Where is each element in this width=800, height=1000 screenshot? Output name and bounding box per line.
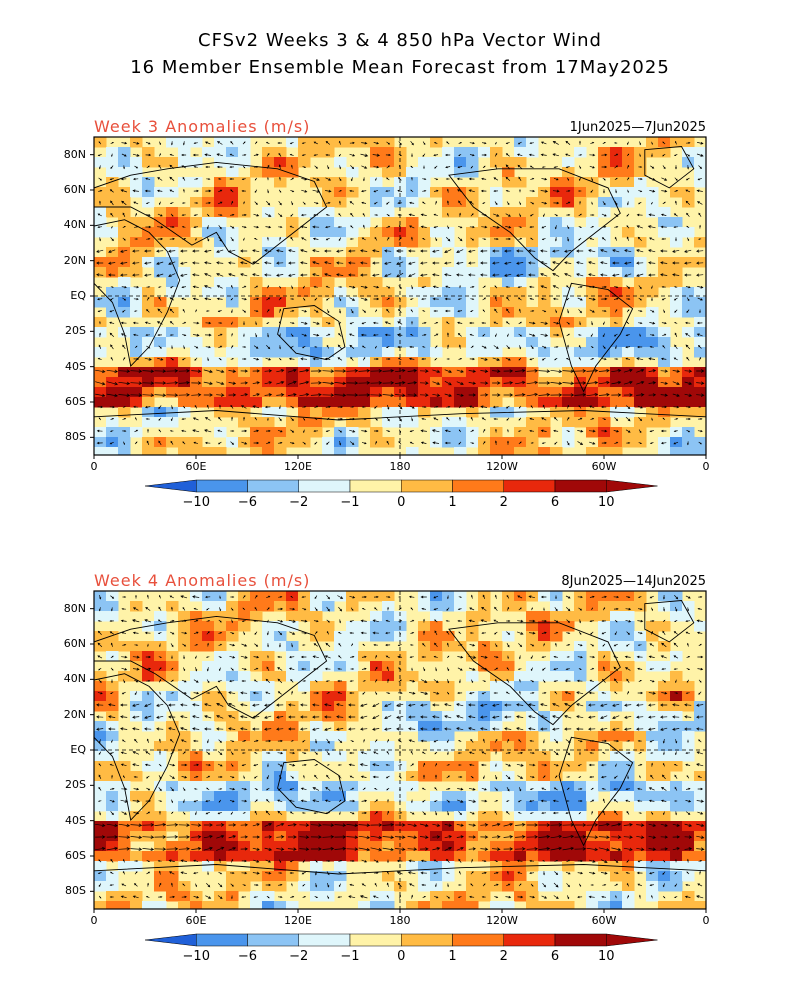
lat-tick-label: 20S — [65, 324, 86, 338]
colorbar-segment — [554, 479, 607, 493]
lon-tick-label: 60E — [185, 914, 207, 927]
colorbar-segment — [452, 933, 504, 947]
lat-tick-label: 60N — [63, 637, 86, 650]
lat-tick-label: 60N — [63, 183, 86, 196]
chart-title-line2: 16 Member Ensemble Mean Forecast from 17… — [130, 57, 670, 78]
colorbar-segment — [349, 933, 402, 947]
colorbar — [144, 479, 658, 493]
lat-tick-label: 60S — [65, 849, 86, 862]
colorbar-label: 1 — [448, 495, 457, 510]
colorbar-segment — [144, 479, 197, 493]
anomaly-field — [94, 137, 706, 455]
coastline — [94, 673, 181, 821]
lon-tick-label: 180 — [389, 460, 411, 473]
panel-dates: 8Jun2025—14Jun2025 — [561, 574, 706, 589]
lon-tick-label: 60W — [591, 914, 617, 927]
panel-label: Week 3 Anomalies (m/s) — [94, 117, 311, 136]
colorbar-segment — [503, 479, 556, 493]
lat-tick-label: 40N — [63, 672, 86, 686]
colorbar-label: 0 — [397, 495, 406, 510]
map-panel-2 — [90, 590, 707, 947]
colorbar-label: 0 — [397, 949, 406, 964]
lat-tick-label: 40N — [63, 218, 86, 232]
lon-tick-label: 60E — [185, 460, 207, 473]
coastline — [94, 219, 181, 367]
colorbar-label: 6 — [550, 949, 560, 964]
colorbar-segment — [554, 933, 607, 947]
lon-tick-label: 0 — [90, 460, 98, 473]
colorbar-segment — [298, 479, 351, 493]
colorbar-label: 6 — [550, 495, 560, 510]
colorbar-label: 10 — [597, 949, 615, 964]
lat-tick-label: 60S — [65, 395, 86, 408]
colorbar-label: 2 — [499, 495, 508, 510]
colorbar-segment — [247, 479, 299, 493]
coastline — [644, 600, 695, 643]
coastline — [558, 282, 634, 393]
colorbar-segment — [196, 933, 248, 947]
coastline — [448, 168, 621, 272]
panel-label: Week 4 Anomalies (m/s) — [94, 571, 311, 590]
coastline — [277, 759, 346, 815]
colorbar-segment — [247, 933, 299, 947]
coastline — [94, 615, 328, 719]
panel-dates: 1Jun2025—7Jun2025 — [569, 120, 706, 135]
coastline — [448, 622, 621, 726]
colorbar-label: 2 — [499, 949, 508, 964]
lat-tick-label: EQ — [70, 289, 86, 302]
colorbar-segment — [298, 933, 351, 947]
lon-tick-label: 0 — [702, 460, 710, 473]
colorbar-segment — [503, 933, 556, 947]
colorbar-segment — [349, 479, 402, 493]
colorbar-label: 1 — [448, 949, 457, 964]
colorbar-segment — [196, 479, 248, 493]
anomaly-field — [94, 591, 706, 909]
coastline — [94, 410, 706, 455]
colorbar-label: −6 — [237, 495, 258, 510]
lon-tick-label: 0 — [702, 914, 710, 927]
coastline — [94, 161, 328, 265]
lat-tick-label: 80S — [65, 430, 86, 444]
colorbar-segment — [144, 933, 197, 947]
colorbar-label: −6 — [237, 949, 258, 964]
coastline — [644, 146, 695, 189]
colorbar — [144, 933, 658, 947]
coastline — [277, 305, 346, 361]
lon-tick-label: 60W — [591, 460, 617, 473]
lat-tick-label: 20N — [63, 707, 86, 721]
lat-tick-label: EQ — [70, 743, 86, 756]
chart-title-line1: CFSv2 Weeks 3 & 4 850 hPa Vector Wind — [198, 30, 602, 51]
colorbar-segment — [401, 479, 453, 493]
coastline — [94, 864, 706, 909]
colorbar-label: −1 — [340, 495, 360, 510]
lon-tick-label: 120W — [486, 914, 518, 927]
colorbar-segment — [606, 933, 658, 947]
wind-vectors — [95, 594, 705, 900]
lat-tick-label: 40S — [65, 359, 86, 373]
coastline — [558, 736, 634, 847]
lat-tick-label: 20S — [65, 778, 86, 792]
lon-tick-label: 120W — [486, 460, 518, 473]
colorbar-label: −2 — [289, 495, 309, 510]
colorbar-segment — [401, 933, 453, 947]
colorbar-label: 10 — [597, 495, 615, 510]
lat-tick-label: 80S — [65, 884, 86, 898]
lon-tick-label: 180 — [389, 914, 411, 927]
colorbar-segment — [606, 479, 658, 493]
colorbar-label: −2 — [289, 949, 309, 964]
map-panel-1 — [90, 136, 707, 493]
lat-tick-label: 40S — [65, 813, 86, 827]
wind-vectors — [95, 140, 705, 446]
colorbar-segment — [452, 479, 504, 493]
lat-tick-label: 20N — [63, 253, 86, 267]
lat-tick-label: 80N — [63, 601, 86, 615]
colorbar-label: −1 — [340, 949, 360, 964]
colorbar-label: −10 — [182, 495, 210, 510]
lat-tick-label: 80N — [63, 147, 86, 161]
lon-tick-label: 120E — [284, 460, 312, 473]
lon-tick-label: 120E — [284, 914, 312, 927]
lon-tick-label: 0 — [90, 914, 98, 927]
colorbar-label: −10 — [182, 949, 210, 964]
